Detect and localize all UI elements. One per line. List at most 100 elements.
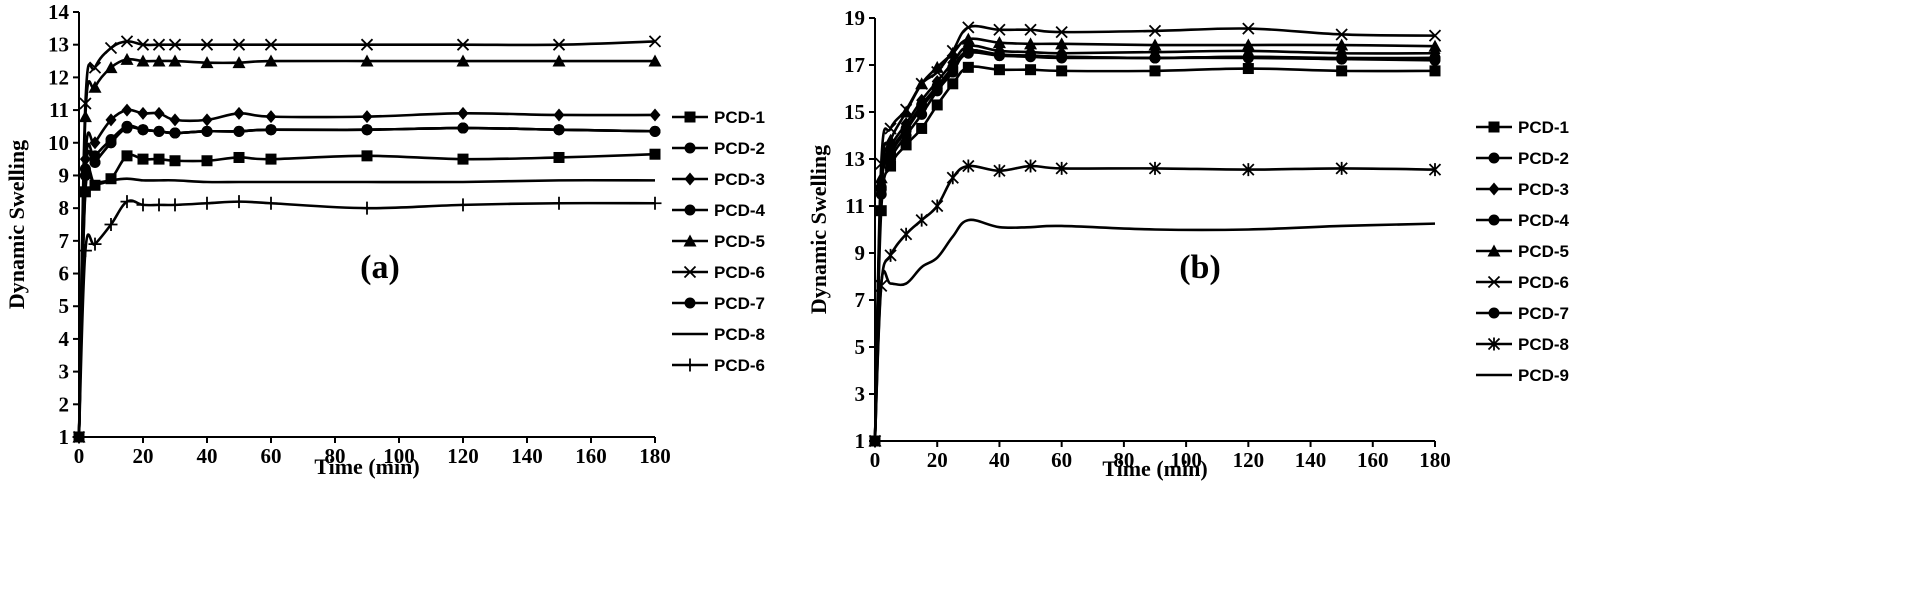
y-tick-label: 2 [59, 392, 70, 416]
x-tick-label: 100 [1170, 448, 1202, 472]
y-tick-label: 7 [855, 288, 866, 312]
marker-plus [683, 358, 697, 372]
marker-x [931, 65, 944, 79]
marker-plus [78, 244, 92, 258]
legend-item: PCD-7 [672, 294, 765, 313]
series-3 [869, 39, 1441, 448]
x-tick-label: 20 [927, 448, 948, 472]
marker-circle [89, 156, 101, 168]
marker-star [1428, 163, 1442, 177]
marker-square [169, 155, 181, 167]
marker-plus [152, 198, 166, 212]
y-axis-title: Dynamic Swelling [806, 145, 831, 314]
legend-label: PCD-7 [714, 294, 765, 313]
marker-x [683, 265, 697, 279]
x-tick-label: 120 [447, 444, 479, 468]
marker-x [1024, 23, 1037, 36]
x-tick-label: 180 [639, 444, 671, 468]
marker-triangle [264, 54, 278, 67]
marker-square [153, 153, 165, 165]
x-tick-label: 100 [383, 444, 415, 468]
marker-star [915, 213, 928, 227]
x-tick-label: 140 [1295, 448, 1327, 472]
marker-star [1335, 161, 1348, 175]
marker-square [1488, 121, 1500, 133]
marker-plus [168, 198, 182, 212]
legend-label: PCD-5 [714, 232, 765, 251]
marker-plus [232, 195, 246, 209]
marker-triangle [152, 54, 166, 67]
marker-square [1429, 65, 1441, 77]
marker-square [993, 64, 1005, 76]
y-tick-label: 11 [845, 194, 865, 218]
legend-label: PCD-5 [1518, 242, 1569, 261]
marker-x [884, 122, 897, 135]
x-axis-title: Time (min) [314, 454, 419, 479]
marker-triangle [168, 54, 182, 67]
marker-circle [137, 124, 149, 136]
series-line [873, 44, 1436, 442]
x-tick-label: 120 [1233, 448, 1265, 472]
marker-square [1056, 65, 1068, 77]
marker-plus [360, 201, 374, 215]
marker-triangle [992, 36, 1006, 49]
marker-triangle [1241, 38, 1255, 51]
y-axis-title: Dynamic Swelling [4, 140, 29, 309]
legend-item: PCD-1 [672, 108, 765, 127]
series-line [77, 199, 656, 438]
legend-item: PCD-4 [672, 201, 766, 220]
legend-item: PCD-2 [1476, 149, 1569, 168]
y-tick-label: 4 [59, 327, 70, 351]
marker-triangle [120, 52, 134, 65]
x-tick-label: 140 [511, 444, 543, 468]
marker-square [121, 150, 133, 162]
marker-square [89, 179, 101, 191]
marker-star [931, 199, 944, 213]
legend-item: PCD-3 [1476, 180, 1569, 199]
marker-circle [105, 137, 117, 149]
legend-label: PCD-9 [1518, 366, 1569, 385]
x-tick-label: 160 [1357, 448, 1389, 472]
marker-plus [552, 196, 566, 210]
legend-label: PCD-3 [714, 170, 765, 189]
marker-square [962, 61, 974, 73]
legend: PCD-1 PCD-2 PCD-3 PCD-4 PCD-5 PCD-6 PCD-7 PCD-8… [1476, 118, 1570, 385]
legend-label: PCD-8 [714, 325, 765, 344]
marker-triangle [88, 80, 102, 93]
marker-circle [233, 125, 245, 137]
y-tick-label: 12 [48, 65, 69, 89]
y-tick-label: 3 [59, 360, 70, 384]
legend-item: PCD-5 [1476, 242, 1569, 261]
marker-circle [1488, 214, 1500, 226]
marker-circle [649, 125, 661, 137]
marker-square [1025, 64, 1037, 76]
legend-label: PCD-6 [714, 263, 765, 282]
marker-plus [264, 196, 278, 210]
marker-circle [684, 297, 696, 309]
series-2 [869, 45, 1441, 447]
y-tick-label: 11 [49, 98, 69, 122]
marker-x [136, 38, 150, 51]
marker-circle [931, 83, 943, 94]
marker-plus [88, 237, 102, 251]
marker-x [104, 41, 118, 55]
marker-circle [684, 142, 696, 154]
marker-circle [265, 124, 277, 136]
legend-item: PCD-3 [672, 170, 765, 189]
x-tick-label: 180 [1419, 448, 1451, 472]
marker-circle [121, 122, 133, 134]
marker-diamond [457, 106, 469, 120]
marker-diamond [105, 113, 117, 127]
marker-star [962, 159, 975, 173]
marker-square [885, 160, 897, 172]
marker-circle [1025, 51, 1037, 63]
y-tick-label: 13 [48, 33, 69, 57]
marker-x [1487, 275, 1501, 289]
marker-plus [200, 196, 214, 210]
series-line [873, 218, 1436, 442]
marker-diamond [137, 106, 149, 120]
y-tick-label: 19 [844, 6, 865, 30]
marker-triangle [200, 56, 214, 69]
legend-item: PCD-8 [1476, 335, 1569, 354]
